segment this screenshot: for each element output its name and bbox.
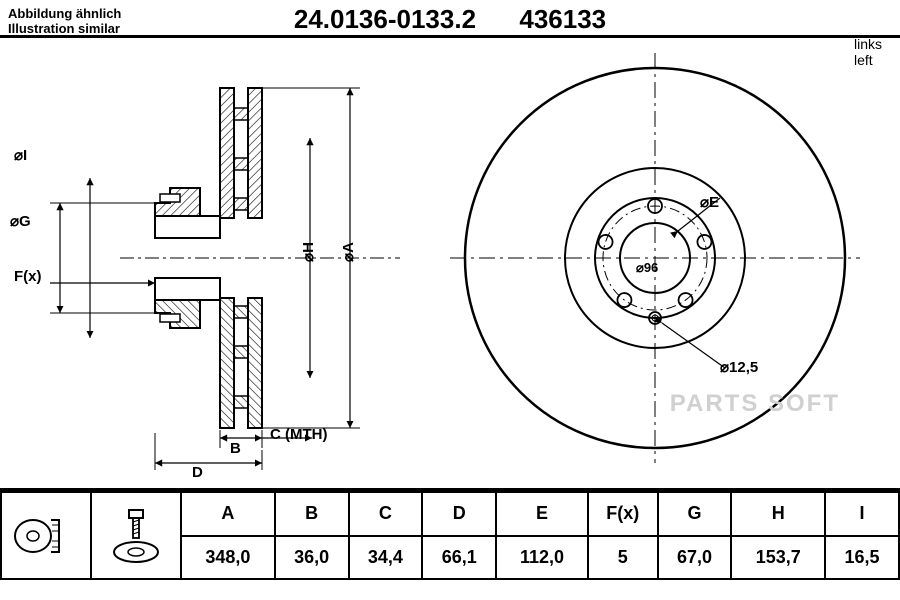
header-left: Abbildung ähnlich Illustration similar (8, 6, 121, 36)
val-c: 34,4 (349, 536, 423, 580)
val-a: 348,0 (181, 536, 275, 580)
col-head-h: H (731, 492, 825, 536)
part-number-1: 24.0136-0133.2 (294, 4, 476, 34)
diagram-area: ⌀I ⌀G F(x) ⌀H ⌀A B C (MTH) D (0, 38, 900, 488)
col-head-a: A (181, 492, 275, 536)
label-dia-a: ⌀A (339, 242, 357, 262)
watermark: PARTS SOFT (670, 390, 840, 418)
col-head-i: I (825, 492, 899, 536)
val-d: 66,1 (422, 536, 496, 580)
col-head-d: D (422, 492, 496, 536)
illustration-similar-en: Illustration similar (8, 21, 121, 36)
label-dia-i: ⌀I (14, 146, 27, 164)
col-head-fx: F(x) (588, 492, 658, 536)
label-dia-h: ⌀H (299, 242, 317, 262)
col-head-c: C (349, 492, 423, 536)
bolt-icon-cell (91, 492, 181, 579)
label-fx: F(x) (14, 268, 42, 285)
val-i: 16,5 (825, 536, 899, 580)
side-view-svg (0, 38, 420, 478)
col-head-b: B (275, 492, 349, 536)
disc-icon-cell (1, 492, 91, 579)
label-b: B (230, 440, 241, 457)
label-bolt-dia: ⌀12,5 (720, 358, 758, 376)
val-fx: 5 (588, 536, 658, 580)
label-c-mth: C (MTH) (270, 426, 327, 443)
disc-icon (11, 517, 81, 555)
label-dia-e: ⌀E (700, 193, 719, 211)
val-h: 153,7 (731, 536, 825, 580)
col-head-g: G (658, 492, 732, 536)
val-g: 67,0 (658, 536, 732, 580)
table-header-row: A B C D E F(x) G H I (1, 492, 899, 536)
label-d: D (192, 464, 203, 481)
val-b: 36,0 (275, 536, 349, 580)
col-head-e: E (496, 492, 588, 536)
bolt-icon (101, 506, 171, 566)
part-number-2: 436133 (519, 4, 606, 34)
label-dia-g: ⌀G (10, 212, 31, 230)
label-pcd: ⌀96 (636, 260, 658, 276)
val-e: 112,0 (496, 536, 588, 580)
illustration-similar-de: Abbildung ähnlich (8, 6, 121, 21)
header: 24.0136-0133.2 436133 (0, 0, 900, 38)
dimension-table: A B C D E F(x) G H I 348,0 36,0 34,4 66,… (0, 488, 900, 580)
